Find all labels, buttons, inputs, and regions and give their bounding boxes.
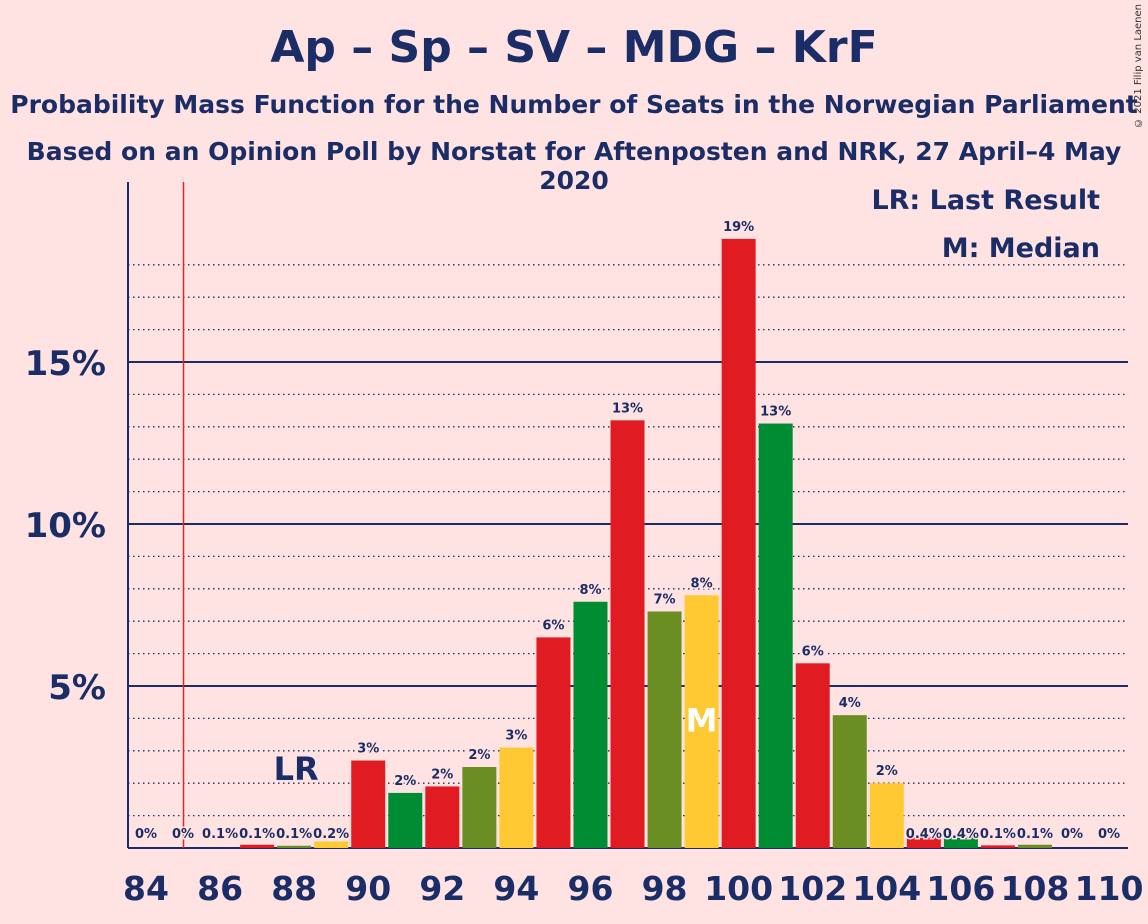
x-tick-label: 100: [704, 869, 773, 908]
bar-seat-88: [277, 845, 312, 848]
bar-seat-104: [869, 783, 904, 848]
bar-seat-89: [314, 841, 349, 848]
x-tick-label: 94: [493, 869, 539, 908]
bar-seat-94: [499, 747, 534, 848]
bar-seat-92: [425, 786, 460, 848]
bar-seat-99: [684, 595, 719, 848]
bar-value-label: 0.4%: [943, 827, 979, 842]
bar-value-label: 2%: [876, 764, 898, 779]
x-tick-label: 84: [123, 869, 169, 908]
bar-seat-100: [721, 238, 756, 848]
bar-value-label: 6%: [802, 644, 824, 659]
y-tick-label: 15%: [25, 344, 106, 384]
bar-value-label: 8%: [691, 576, 713, 591]
bar-value-label: 19%: [723, 220, 754, 235]
bar-seat-101: [758, 423, 793, 848]
bar-value-label: 0%: [1061, 827, 1083, 842]
bar-seat-95: [536, 637, 571, 848]
bar-value-label: 0.1%: [1017, 827, 1053, 842]
bar-seat-106: [943, 836, 978, 848]
bar-seat-91: [388, 792, 423, 848]
y-tick-label: 5%: [48, 668, 106, 708]
bar-value-label: 0.1%: [276, 827, 312, 842]
legend-last-result: LR: Last Result: [871, 185, 1100, 216]
bar-seat-90: [351, 760, 386, 848]
legend-median: M: Median: [942, 233, 1100, 264]
bar-value-label: 2%: [394, 774, 416, 789]
x-tick-label: 92: [419, 869, 465, 908]
chart-subtitle: Probability Mass Function for the Number…: [10, 90, 1138, 119]
bar-value-label: 2%: [468, 748, 490, 763]
bar-value-label: 7%: [654, 592, 676, 607]
bar-seat-102: [795, 663, 830, 848]
x-tick-label: 104: [852, 869, 921, 908]
bar-value-label: 6%: [542, 618, 564, 633]
bar-seat-107: [980, 845, 1015, 848]
chart-title: Ap – Sp – SV – MDG – KrF: [270, 22, 878, 73]
x-tick-label: 88: [271, 869, 317, 908]
x-tick-label: 108: [1001, 869, 1070, 908]
bar-value-label: 8%: [579, 583, 601, 598]
bar-seat-87: [240, 844, 275, 848]
bar-value-label: 3%: [505, 729, 527, 744]
bar-seat-97: [610, 420, 645, 848]
bar-value-label: 13%: [612, 401, 643, 416]
median-marker: M: [686, 702, 718, 740]
chart-subtitle-source: Based on an Opinion Poll by Norstat for …: [26, 137, 1122, 195]
y-tick-label: 10%: [25, 506, 106, 546]
x-tick-label: 90: [345, 869, 391, 908]
bar-value-label: 0%: [172, 827, 194, 842]
x-tick-label: 96: [568, 869, 614, 908]
bar-seat-103: [832, 715, 867, 848]
bar-value-label: 4%: [839, 696, 861, 711]
bar-seat-98: [647, 611, 682, 848]
bar-seat-105: [906, 836, 941, 848]
bar-value-label: 0.1%: [239, 827, 275, 842]
bar-seat-108: [1017, 844, 1052, 848]
x-tick-label: 110: [1075, 869, 1144, 908]
bar-value-label: 2%: [431, 767, 453, 782]
bar-value-label: 0%: [135, 827, 157, 842]
bar-value-label: 0.2%: [313, 827, 349, 842]
bar-value-label: 0.4%: [906, 827, 942, 842]
bar-seat-96: [573, 601, 608, 848]
bar-value-label: 0.1%: [980, 827, 1016, 842]
bar-value-label: 3%: [357, 742, 379, 757]
bar-value-label: 0%: [1098, 827, 1120, 842]
bar-value-label: 0.1%: [202, 827, 238, 842]
x-tick-label: 102: [778, 869, 847, 908]
last-result-label: LR: [274, 750, 319, 788]
x-tick-label: 106: [926, 869, 995, 908]
x-tick-label: 98: [642, 869, 688, 908]
bar-seat-93: [462, 767, 497, 848]
bar-value-label: 13%: [760, 405, 791, 420]
x-tick-label: 86: [197, 869, 243, 908]
